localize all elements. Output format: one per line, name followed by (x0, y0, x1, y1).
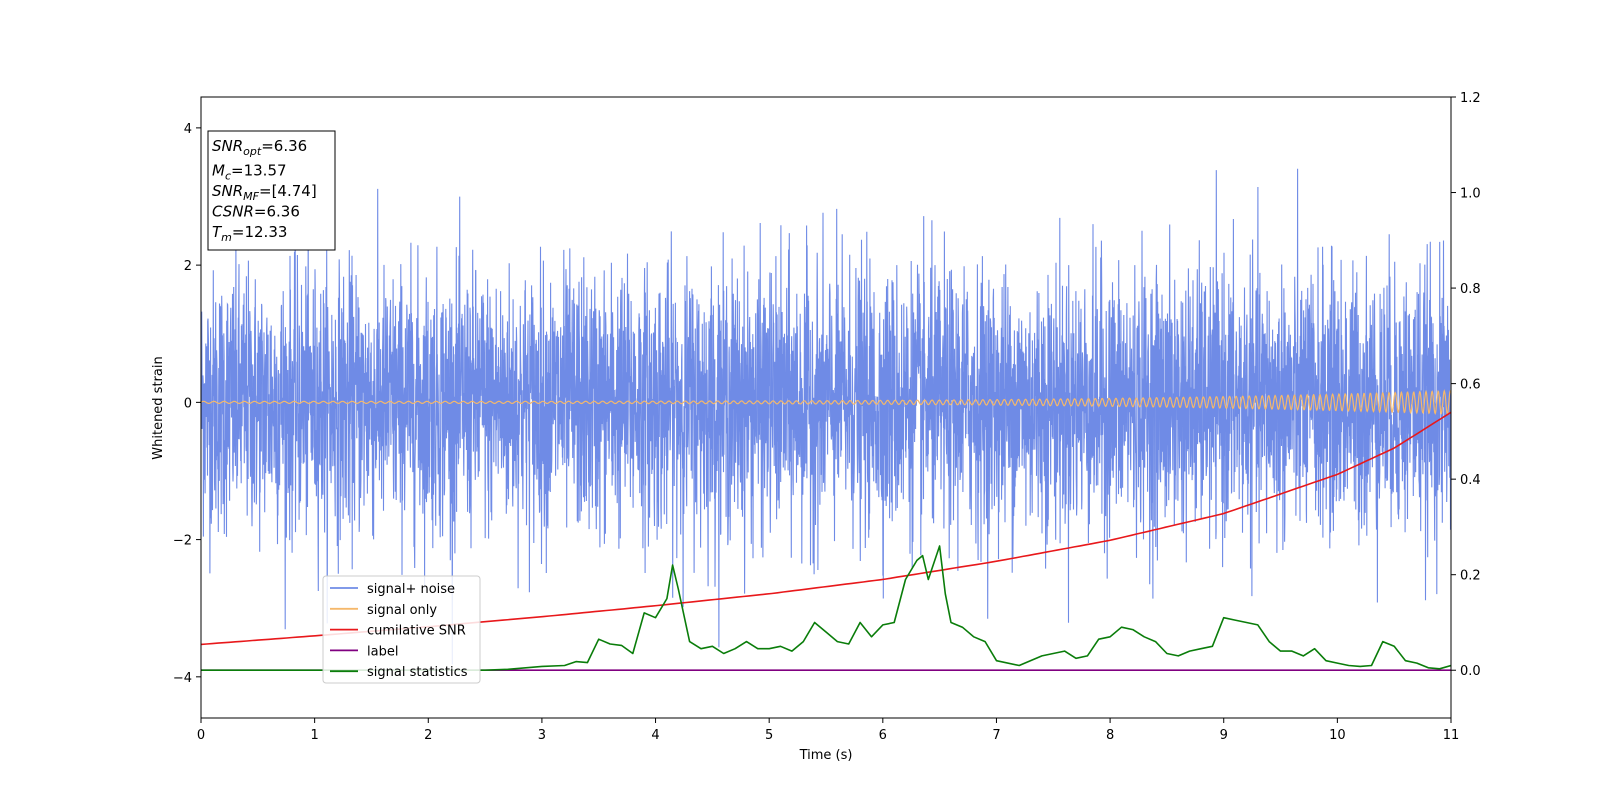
series-line-signal-plus-noise (201, 168, 1451, 665)
x-tick-label: 9 (1220, 728, 1228, 743)
annotation-symbol: M (212, 162, 225, 180)
annotation-line: SNRMF=[4.74] (212, 182, 317, 203)
annotation-symbol: SNR (212, 182, 243, 200)
x-tick-label: 3 (538, 728, 546, 743)
annotation-subscript: MF (243, 190, 259, 203)
y-tick-label: −2 (173, 534, 192, 549)
series-signal-statistics (201, 545, 1451, 671)
x-tick-label: 4 (651, 728, 659, 743)
y-tick-label: −4 (173, 671, 192, 686)
y-axis-label: Whitened strain (151, 356, 166, 459)
y2-tick-label: 1.0 (1460, 187, 1481, 202)
y-tick-label: 2 (184, 259, 192, 274)
annotation-line: SNRopt=6.36 (212, 137, 307, 158)
y2-tick-label: 1.2 (1460, 91, 1481, 106)
y2-tick-label: 0.0 (1460, 664, 1481, 679)
x-tick-label: 6 (879, 728, 887, 743)
series-line-signal-statistics (201, 545, 1451, 671)
y-tick-label: 0 (184, 396, 192, 411)
annotation-value: =6.36 (261, 137, 307, 155)
legend-frame (322, 575, 481, 684)
legend-label: signal statistics (367, 665, 468, 680)
plot-frame (200, 96, 1452, 719)
y2-tick-label: 0.2 (1460, 569, 1481, 584)
x-tick-label: 7 (992, 728, 1000, 743)
x-tick-label: 0 (197, 728, 205, 743)
x-tick-label: 8 (1106, 728, 1114, 743)
x-tick-label: 1 (310, 728, 318, 743)
annotation-subscript: opt (243, 145, 262, 158)
series-signal-plus-noise (201, 168, 1451, 665)
annotation-line: CSNR=6.36 (212, 203, 300, 221)
legend-label: signal+ noise (367, 582, 455, 597)
annotation-symbol: SNR (212, 137, 243, 155)
annotation-value: =13.57 (231, 162, 287, 180)
y2-tick-label: 0.4 (1460, 473, 1481, 488)
x-tick-label: 2 (424, 728, 432, 743)
annotation-value: =6.36 (254, 203, 300, 221)
y-tick-label: 4 (184, 122, 192, 137)
annotation-symbol: CSNR (212, 203, 254, 221)
x-axis: 0 1 2 3 4 5 6 7 8 9 10 11 (197, 718, 1459, 743)
annotation-value: =[4.74] (259, 182, 317, 200)
y-axis-left: 4 2 0 −2 −4 (173, 122, 201, 686)
x-tick-label: 10 (1329, 728, 1346, 743)
x-axis-label: Time (s) (799, 748, 853, 763)
annotation-value: =12.33 (232, 223, 288, 241)
annotation-frame (207, 130, 336, 251)
annotation-subscript: c (225, 170, 231, 183)
legend-label: label (367, 644, 398, 659)
legend: signal+ noise signal only cumilative SNR la… (322, 575, 481, 684)
y2-tick-label: 0.6 (1460, 378, 1481, 393)
annotation-subscript: m (221, 231, 232, 244)
x-tick-label: 11 (1443, 728, 1460, 743)
annotation-box: SNRopt=6.36Mc=13.57SNRMF=[4.74]CSNR=6.36… (207, 130, 336, 251)
annotation-symbol: T (212, 223, 223, 241)
y2-tick-label: 0.8 (1460, 282, 1481, 297)
annotation-line: Tm=12.33 (212, 223, 287, 244)
y-axis-right: 0.0 0.2 0.4 0.6 0.8 1.0 1.2 (1451, 91, 1481, 679)
legend-label: cumilative SNR (367, 624, 466, 639)
legend-label: signal only (367, 603, 437, 618)
series-line-signal-only (201, 389, 1451, 415)
x-tick-label: 5 (765, 728, 773, 743)
annotation-line: Mc=13.57 (212, 162, 287, 183)
series-signal-only (201, 389, 1451, 415)
